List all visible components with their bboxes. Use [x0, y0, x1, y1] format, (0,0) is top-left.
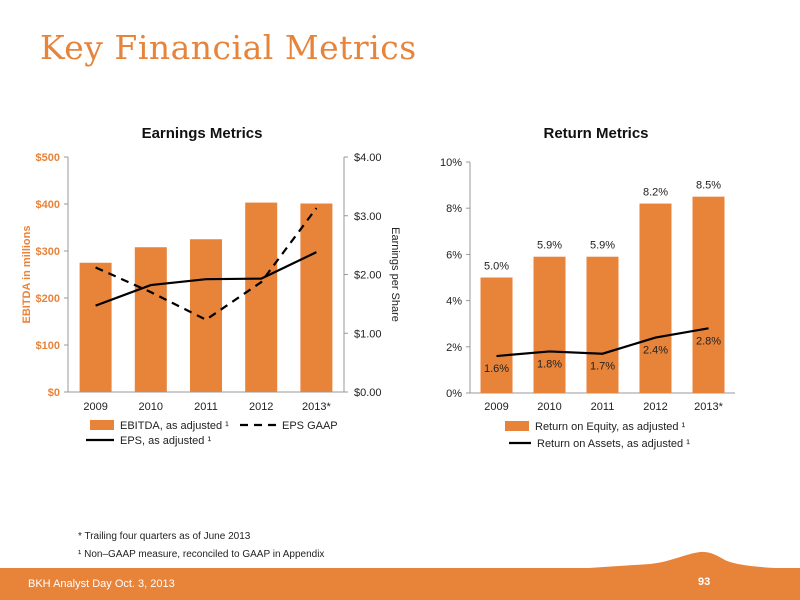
roa-data-label: 1.8% [537, 358, 562, 370]
roe-bar [480, 277, 513, 393]
ebitda-bar [134, 247, 167, 392]
footer-text: BKH Analyst Day Oct. 3, 2013 [28, 578, 175, 590]
left-axis-label: EBITDA in millions [21, 226, 33, 324]
return-y-tick-label: 10% [440, 157, 462, 169]
legend-roe-label: Return on Equity, as adjusted ¹ [535, 421, 686, 433]
roe-data-label: 5.9% [537, 240, 562, 252]
roe-data-label: 8.5% [696, 180, 721, 192]
x-tick-label: 2013* [302, 401, 331, 413]
eps-adjusted-line [95, 251, 317, 307]
legend-roe-swatch [505, 421, 529, 431]
footnotes: * Trailing four quarters as of June 2013… [78, 528, 324, 564]
legend-ebitda-label: EBITDA, as adjusted ¹ [120, 420, 229, 432]
left-tick-label: $0 [48, 387, 60, 399]
return-x-tick-label: 2011 [591, 401, 615, 413]
x-tick-label: 2009 [83, 401, 107, 413]
legend-ebitda-swatch [90, 420, 114, 430]
left-tick-label: $500 [36, 152, 60, 164]
ebitda-bar [190, 239, 222, 392]
roe-bar [586, 256, 619, 393]
roa-data-label: 2.4% [643, 345, 668, 357]
roe-bar [692, 196, 725, 393]
roa-line [496, 327, 709, 358]
return-chart-title: Return Metrics [543, 125, 649, 142]
footnote-non-gaap: ¹ Non–GAAP measure, reconciled to GAAP i… [78, 549, 325, 560]
roe-bar [639, 203, 672, 393]
roe-data-label: 8.2% [643, 187, 668, 199]
left-tick-label: $300 [36, 246, 60, 258]
earnings-chart-title: Earnings Metrics [141, 125, 263, 142]
page-number: 93 [698, 576, 711, 588]
legend-eps-adjusted-label: EPS, as adjusted ¹ [120, 435, 211, 447]
left-tick-label: $200 [36, 293, 60, 305]
return-y-tick-label: 6% [446, 249, 462, 261]
roa-data-label: 1.7% [590, 361, 615, 373]
x-tick-label: 2010 [139, 401, 163, 413]
return-x-tick-label: 2009 [484, 401, 508, 413]
ebitda-bar [245, 202, 278, 392]
right-tick-label: $0.00 [354, 387, 382, 399]
ebitda-bar [300, 203, 333, 392]
return-y-tick-label: 4% [446, 296, 462, 308]
right-tick-label: $3.00 [354, 211, 382, 223]
left-tick-label: $400 [36, 199, 60, 211]
x-tick-label: 2011 [194, 401, 218, 413]
roe-bar [533, 256, 566, 393]
mountain-decoration-icon [560, 551, 800, 570]
ebitda-bar [79, 262, 112, 392]
legend-roa-label: Return on Assets, as adjusted ¹ [537, 438, 690, 450]
return-y-tick-label: 0% [446, 388, 462, 400]
x-tick-label: 2012 [249, 401, 273, 413]
roe-data-label: 5.0% [484, 261, 509, 273]
right-axis-label: Earnings per Share [389, 227, 401, 322]
return-y-tick-label: 2% [446, 342, 462, 354]
return-x-tick-label: 2010 [537, 401, 561, 413]
return-y-tick-label: 8% [446, 203, 462, 215]
right-tick-label: $4.00 [354, 152, 382, 164]
right-tick-label: $2.00 [354, 270, 382, 282]
left-tick-label: $100 [36, 340, 60, 352]
slide-title: Key Financial Metrics [40, 28, 417, 67]
footer-bar: BKH Analyst Day Oct. 3, 2013 93 [0, 568, 800, 600]
return-x-tick-label: 2013* [694, 401, 723, 413]
roa-data-label: 2.8% [696, 335, 721, 347]
footnote-trailing: * Trailing four quarters as of June 2013 [78, 531, 251, 542]
roa-data-label: 1.6% [484, 363, 509, 375]
eps-gaap-line [95, 207, 318, 322]
legend-eps-gaap-label: EPS GAAP [282, 420, 338, 432]
roe-data-label: 5.9% [590, 240, 615, 252]
right-tick-label: $1.00 [354, 328, 382, 340]
return-x-tick-label: 2012 [643, 401, 667, 413]
